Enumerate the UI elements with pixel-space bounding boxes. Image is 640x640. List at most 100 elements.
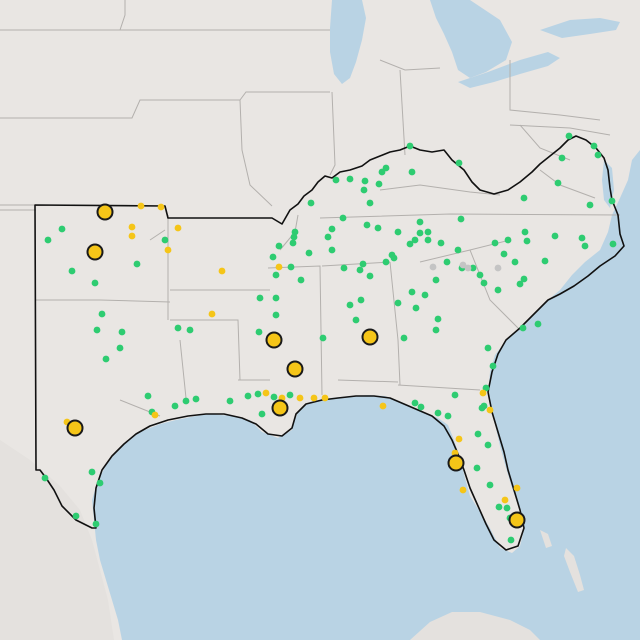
green-location-marker[interactable] — [382, 258, 390, 266]
green-location-marker[interactable] — [394, 228, 402, 236]
green-location-marker[interactable] — [286, 391, 294, 399]
green-location-marker[interactable] — [444, 412, 452, 420]
yellow-location-marker[interactable] — [455, 435, 463, 443]
green-location-marker[interactable] — [417, 403, 425, 411]
green-location-marker[interactable] — [443, 258, 451, 266]
green-location-marker[interactable] — [520, 194, 528, 202]
green-location-marker[interactable] — [144, 392, 152, 400]
yellow-location-marker[interactable] — [379, 402, 387, 410]
large-yellow-location-marker[interactable] — [508, 511, 526, 529]
yellow-location-marker[interactable] — [174, 224, 182, 232]
green-location-marker[interactable] — [457, 215, 465, 223]
green-location-marker[interactable] — [352, 316, 360, 324]
gray-location-marker[interactable] — [494, 264, 502, 272]
green-location-marker[interactable] — [411, 236, 419, 244]
green-location-marker[interactable] — [581, 242, 589, 250]
gray-location-marker[interactable] — [464, 264, 472, 272]
green-location-marker[interactable] — [133, 260, 141, 268]
green-location-marker[interactable] — [92, 520, 100, 528]
yellow-location-marker[interactable] — [321, 394, 329, 402]
green-location-marker[interactable] — [287, 263, 295, 271]
green-location-marker[interactable] — [254, 390, 262, 398]
green-location-marker[interactable] — [594, 151, 602, 159]
large-yellow-location-marker[interactable] — [447, 454, 465, 472]
green-location-marker[interactable] — [434, 409, 442, 417]
green-location-marker[interactable] — [469, 264, 477, 272]
green-location-marker[interactable] — [578, 234, 586, 242]
large-yellow-location-marker[interactable] — [265, 331, 283, 349]
gray-location-marker[interactable] — [459, 261, 467, 269]
green-location-marker[interactable] — [332, 176, 340, 184]
green-location-marker[interactable] — [455, 159, 463, 167]
green-location-marker[interactable] — [382, 164, 390, 172]
green-location-marker[interactable] — [272, 294, 280, 302]
green-location-marker[interactable] — [275, 242, 283, 250]
green-location-marker[interactable] — [363, 221, 371, 229]
green-location-marker[interactable] — [102, 355, 110, 363]
yellow-location-marker[interactable] — [208, 310, 216, 318]
green-location-marker[interactable] — [161, 236, 169, 244]
green-location-marker[interactable] — [186, 326, 194, 334]
green-location-marker[interactable] — [91, 279, 99, 287]
green-location-marker[interactable] — [504, 236, 512, 244]
yellow-location-marker[interactable] — [459, 486, 467, 494]
green-location-marker[interactable] — [437, 239, 445, 247]
green-location-marker[interactable] — [412, 304, 420, 312]
yellow-location-marker[interactable] — [275, 263, 283, 271]
green-location-marker[interactable] — [93, 326, 101, 334]
green-location-marker[interactable] — [374, 224, 382, 232]
green-location-marker[interactable] — [44, 236, 52, 244]
green-location-marker[interactable] — [432, 276, 440, 284]
green-location-marker[interactable] — [116, 344, 124, 352]
large-yellow-location-marker[interactable] — [286, 360, 304, 378]
green-location-marker[interactable] — [495, 503, 503, 511]
green-location-marker[interactable] — [494, 286, 502, 294]
green-location-marker[interactable] — [523, 237, 531, 245]
yellow-location-marker[interactable] — [513, 484, 521, 492]
green-location-marker[interactable] — [305, 249, 313, 257]
green-location-marker[interactable] — [400, 334, 408, 342]
green-location-marker[interactable] — [503, 504, 511, 512]
green-location-marker[interactable] — [346, 175, 354, 183]
green-location-marker[interactable] — [476, 271, 484, 279]
large-yellow-location-marker[interactable] — [271, 399, 289, 417]
green-location-marker[interactable] — [226, 397, 234, 405]
green-location-marker[interactable] — [58, 225, 66, 233]
green-location-marker[interactable] — [416, 218, 424, 226]
green-location-marker[interactable] — [256, 294, 264, 302]
green-location-marker[interactable] — [269, 253, 277, 261]
green-location-marker[interactable] — [554, 179, 562, 187]
green-location-marker[interactable] — [270, 393, 278, 401]
green-location-marker[interactable] — [244, 392, 252, 400]
green-location-marker[interactable] — [88, 468, 96, 476]
green-location-marker[interactable] — [174, 324, 182, 332]
green-location-marker[interactable] — [68, 267, 76, 275]
green-location-marker[interactable] — [118, 328, 126, 336]
green-location-marker[interactable] — [434, 315, 442, 323]
green-location-marker[interactable] — [72, 512, 80, 520]
green-location-marker[interactable] — [366, 272, 374, 280]
green-location-marker[interactable] — [511, 258, 519, 266]
yellow-location-marker[interactable] — [128, 232, 136, 240]
large-yellow-location-marker[interactable] — [96, 203, 114, 221]
yellow-location-marker[interactable] — [151, 411, 159, 419]
large-yellow-location-marker[interactable] — [66, 419, 84, 437]
green-location-marker[interactable] — [406, 240, 414, 248]
green-location-marker[interactable] — [520, 275, 528, 283]
yellow-location-marker[interactable] — [137, 202, 145, 210]
large-yellow-location-marker[interactable] — [361, 328, 379, 346]
green-location-marker[interactable] — [534, 320, 542, 328]
green-location-marker[interactable] — [590, 142, 598, 150]
green-location-marker[interactable] — [319, 334, 327, 342]
green-location-marker[interactable] — [424, 228, 432, 236]
green-location-marker[interactable] — [98, 310, 106, 318]
green-location-marker[interactable] — [609, 240, 617, 248]
green-location-marker[interactable] — [394, 299, 402, 307]
green-location-marker[interactable] — [416, 229, 424, 237]
green-location-marker[interactable] — [290, 233, 298, 241]
yellow-location-marker[interactable] — [479, 389, 487, 397]
green-location-marker[interactable] — [484, 441, 492, 449]
green-location-marker[interactable] — [489, 362, 497, 370]
yellow-location-marker[interactable] — [310, 394, 318, 402]
